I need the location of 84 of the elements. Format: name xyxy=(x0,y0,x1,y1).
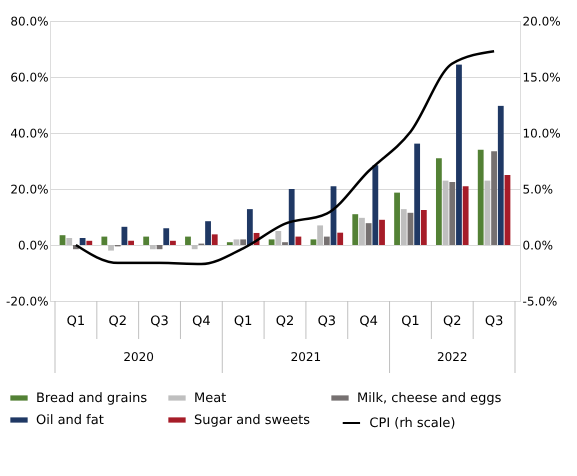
bar xyxy=(185,236,191,245)
y-tick-label: 20.0% xyxy=(10,182,48,196)
bar xyxy=(317,225,324,245)
bar xyxy=(504,175,510,245)
bar xyxy=(122,226,128,245)
bar xyxy=(310,239,316,245)
x-tick-label: Q3 xyxy=(318,314,336,329)
bar xyxy=(275,231,282,245)
bar xyxy=(295,236,302,245)
y-tick-label: -20.0% xyxy=(6,294,48,308)
y-tick-label: 80.0% xyxy=(10,14,48,28)
bar xyxy=(226,242,233,245)
bar xyxy=(394,192,400,245)
x-tick-label: Q3 xyxy=(150,314,169,329)
bar xyxy=(170,240,176,245)
bar xyxy=(143,236,150,245)
bar xyxy=(330,186,336,245)
bar xyxy=(268,239,275,245)
bar xyxy=(128,240,134,245)
bar xyxy=(498,106,504,245)
bar xyxy=(372,165,378,245)
text: 2021 xyxy=(290,350,322,364)
bar xyxy=(282,242,288,245)
x-tick-label: Q2 xyxy=(443,314,462,329)
bar xyxy=(80,238,86,245)
bar xyxy=(101,236,108,245)
bar xyxy=(420,210,427,245)
y2-tick-label: 0.0% xyxy=(522,238,553,252)
bar xyxy=(366,223,372,245)
bar xyxy=(66,238,72,245)
bar xyxy=(408,212,414,245)
text: 2022 xyxy=(437,350,468,364)
bar xyxy=(442,180,448,245)
y-tick-label: 40.0% xyxy=(10,126,48,140)
bar xyxy=(478,150,484,245)
x-tick-label: Q2 xyxy=(276,314,294,329)
bar xyxy=(163,228,170,245)
x-tick-label: Q4 xyxy=(192,314,211,329)
line-series xyxy=(74,50,496,266)
y2-tick-label: 10.0% xyxy=(522,126,561,140)
text: 2020 xyxy=(123,350,154,364)
bar xyxy=(400,209,407,245)
x-tick-label: Q1 xyxy=(66,314,86,329)
bar xyxy=(484,180,490,245)
legend-label: Milk, cheese and eggs xyxy=(357,391,502,406)
y-tick-label: 60.0% xyxy=(10,70,48,84)
legend-label: Bread and grains xyxy=(36,391,148,406)
bar xyxy=(212,234,218,245)
bar xyxy=(436,158,442,245)
bar xyxy=(246,209,253,245)
legend-label: CPI (rh scale) xyxy=(369,416,456,431)
bar xyxy=(60,235,66,245)
bar xyxy=(192,245,198,250)
y-tick-label: 0.0% xyxy=(18,238,48,252)
y2-tick-label: 5.0% xyxy=(522,182,553,196)
y2-tick-label: -5.0% xyxy=(522,294,558,308)
bar xyxy=(240,239,246,245)
bar xyxy=(379,220,385,245)
bar xyxy=(449,182,456,245)
x-tick-label: Q1 xyxy=(401,314,420,329)
bar xyxy=(456,64,462,245)
legend-label: Oil and fat xyxy=(36,413,104,428)
x-tick-label: Q4 xyxy=(359,314,378,329)
bar xyxy=(150,245,156,250)
legend-label: Meat xyxy=(194,391,226,406)
bar xyxy=(352,214,358,245)
bar xyxy=(324,236,330,245)
legend-label: Sugar and sweets xyxy=(194,413,310,428)
bar xyxy=(359,218,365,245)
bar xyxy=(414,144,420,245)
bar xyxy=(86,240,92,245)
x-tick-label: Q3 xyxy=(484,314,504,329)
x-tick-label: Q2 xyxy=(108,314,127,329)
bar xyxy=(234,239,240,245)
bar xyxy=(108,245,114,251)
bar xyxy=(491,151,497,245)
bar xyxy=(462,186,469,245)
bar xyxy=(337,232,344,245)
y2-tick-label: 15.0% xyxy=(522,70,561,84)
bar xyxy=(156,245,162,250)
y2-tick-label: 20.0% xyxy=(522,14,561,28)
bar xyxy=(288,189,295,245)
x-tick-label: Q1 xyxy=(234,314,252,329)
bar xyxy=(205,221,211,245)
